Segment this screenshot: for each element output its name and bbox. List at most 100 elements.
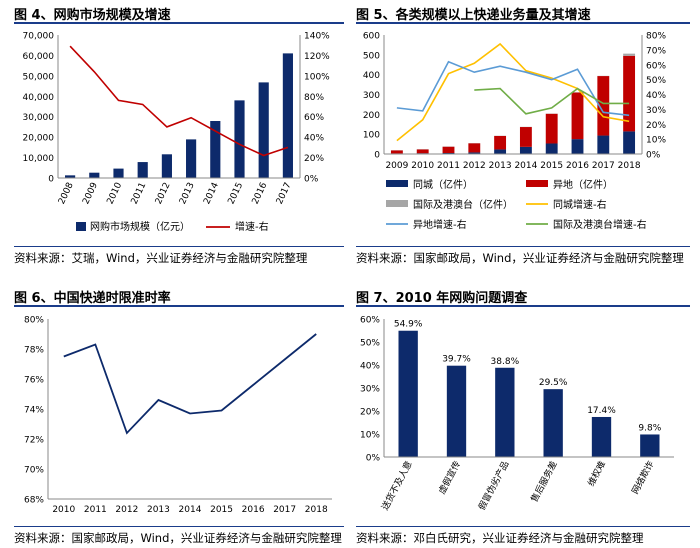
data-label: 38.8% [491,357,520,367]
y-left-tick-label: 30,000 [23,113,55,123]
x-tick-label: 2018 [618,161,641,171]
y-left-tick-label: 500 [363,51,380,61]
bar-survey-issue [495,367,515,457]
bar-intercity [545,113,558,144]
x-tick-label: 2015 [210,505,233,515]
x-tick-label: 2013 [489,161,512,171]
y-right-tick-label: 30% [646,106,666,116]
bar-local [571,139,584,154]
figure-7-panel: 图 7、2010 年网购问题调查 0% 10% 20% 30% 40% 50% 60% 54.… [356,283,700,548]
y-tick-label: 0% [366,454,381,464]
figure-5-chart: 0 100 200 300 400 500 600 0% 10% 20% 30% 40% 50% 60% 7… [363,32,667,232]
bar-intercity [468,143,481,153]
x-tick-label: 2015 [226,181,245,206]
figure-7-chart: 0% 10% 20% 30% 40% 50% 60% 54.9% 39.7% 38.8% 29.5%… [360,316,674,512]
figure-5-source: 资料来源：国家邮政局，Wind，兴业证券经济与金融研究院整理 [356,251,684,265]
x-tick-label: 售后服务差 [528,459,560,504]
x-tick-label: 2017 [273,505,296,515]
y-left-tick-label: 10,000 [23,154,55,164]
y-right-tick-label: 20% [646,121,666,131]
line-international-growth [474,87,630,115]
y-right-tick-label: 100% [304,72,330,82]
bar-local [519,146,532,154]
y-right-tick-label: 60% [646,61,666,71]
y-right-tick-label: 60% [304,113,324,123]
legend-label: 异地增速-右 [413,218,467,231]
bar-local [494,149,507,154]
legend-swatch-international [386,200,408,207]
legend-label: 国际及港澳台增速-右 [553,218,647,231]
figure-4-title: 图 4、网购市场规模及增速 [14,8,171,23]
x-tick-label: 网络欺诈 [629,459,657,496]
bar-market-size [89,172,100,178]
figure-4-panel: 图 4、网购市场规模及增速 0 10,000 20,000 30,000 40,000 5… [14,0,349,270]
x-tick-label: 2014 [179,505,202,515]
bar-intercity [571,92,584,140]
bar-market-size [65,175,76,178]
x-tick-label: 假冒伪劣产品 [476,459,512,512]
figure-5-title: 图 5、各类规模以上快递业务量及其增速 [356,8,591,23]
x-tick-label: 2014 [514,161,537,171]
legend-label: 同城（亿件） [413,178,473,191]
y-tick-label: 30% [360,385,380,395]
x-tick-label: 2016 [566,161,589,171]
figure-5-panel: 图 5、各类规模以上快递业务量及其增速 0 100 200 300 400 500 600 0… [356,0,700,270]
x-tick-label: 2009 [385,161,408,171]
y-tick-label: 70% [24,466,44,476]
legend-label-market-size: 网购市场规模（亿元） [90,220,190,233]
y-left-tick-label: 40,000 [23,93,55,103]
data-label: 54.9% [394,320,423,330]
figure-4-chart: 0 10,000 20,000 30,000 40,000 50,000 60,000 70,… [23,32,331,234]
y-right-tick-label: 40% [646,91,666,101]
y-left-tick-label: 70,000 [23,32,55,42]
bar-market-size [234,100,245,178]
x-tick-label: 2016 [242,505,265,515]
y-left-tick-label: 0 [374,151,380,161]
bar-survey-issue [446,365,467,457]
y-right-tick-label: 140% [304,32,330,42]
legend-swatch-intercity [526,180,548,187]
figure-7-source-rule [356,526,690,527]
legend-swatch-market-size [76,222,86,231]
x-tick-label: 2013 [147,505,170,515]
bar-international [623,53,636,56]
y-tick-label: 68% [24,496,44,506]
bar-survey-issue [543,389,563,457]
y-tick-label: 72% [24,436,44,446]
y-tick-label: 10% [360,431,380,441]
y-left-tick-label: 400 [363,71,380,81]
y-tick-label: 40% [360,362,380,372]
y-left-tick-label: 0 [48,175,54,185]
y-tick-label: 74% [24,406,44,416]
bar-local [597,135,610,154]
figure-6-chart: 68% 70% 72% 74% 76% 78% 80% 2010 2011 2012 2013 201… [24,316,332,515]
y-right-tick-label: 80% [304,93,324,103]
x-tick-label: 2017 [592,161,615,171]
data-label: 29.5% [539,378,568,388]
line-local-growth [396,42,630,142]
x-tick-label: 2013 [178,181,197,206]
y-right-tick-label: 0% [304,175,319,185]
legend-label: 国际及港澳台（亿件） [413,198,513,211]
x-tick-label: 2008 [57,181,76,206]
x-tick-label: 2016 [251,181,270,206]
y-left-tick-label: 300 [363,91,380,101]
figure-4-source-rule [14,246,344,247]
bar-intercity [416,149,429,154]
figure-6-source: 资料来源：国家邮政局，Wind，兴业证券经济与金融研究院整理 [14,531,342,545]
legend-label: 异地（亿件） [553,178,613,191]
bar-intercity [494,135,507,150]
figure-6-title: 图 6、中国快递时限准时率 [14,291,171,306]
y-right-tick-label: 50% [646,76,666,86]
bar-local [545,143,558,154]
data-label: 9.8% [638,423,661,433]
line-intercity-growth [396,60,630,117]
y-tick-label: 60% [360,316,380,326]
y-left-tick-label: 600 [363,32,380,42]
x-tick-label: 2010 [105,181,124,206]
bar-market-size [258,82,269,178]
legend-label: 同城增速-右 [553,198,607,211]
data-label: 17.4% [587,406,616,416]
y-right-tick-label: 80% [646,32,666,42]
figure-4-title-rule [14,22,344,24]
